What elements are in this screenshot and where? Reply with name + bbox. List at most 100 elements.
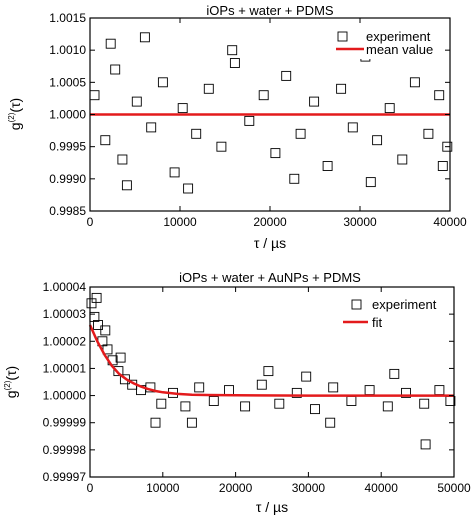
panel-top-title: iOPs + water + PDMS	[206, 3, 333, 18]
y-tick-label: 0.9995	[49, 140, 86, 154]
data-point-2-39	[150, 417, 161, 428]
data-point-1-20	[322, 161, 333, 171]
data-point-1-40	[437, 161, 448, 171]
panel-top-legend-box	[320, 25, 444, 59]
data-point-1-11	[203, 83, 214, 94]
data-point-1-24	[372, 135, 383, 146]
data-point-1-31	[105, 38, 116, 49]
x-tick-label: 10000	[146, 481, 180, 495]
panel-top-x-axis-label: τ / µs	[254, 235, 286, 251]
y-tick-label: 0.9990	[49, 172, 86, 186]
data-point-1-10	[191, 128, 202, 139]
data-point-1-9	[177, 103, 188, 114]
data-point-1-3	[110, 64, 121, 75]
y-tick-label: 1.00003	[43, 307, 87, 321]
legend-label-experiment-2: experiment	[372, 297, 437, 312]
data-point-2-35	[325, 417, 336, 428]
data-point-2-37	[420, 439, 431, 450]
data-point-2-25	[364, 385, 375, 396]
data-point-1-28	[423, 128, 434, 139]
data-point-2-33	[186, 417, 197, 428]
panel-bottom-y-axis-label: g(2)(τ)	[3, 366, 19, 398]
data-point-2-19	[256, 379, 267, 390]
panel-bottom-legend: experiment fit	[340, 294, 448, 330]
legend-label-experiment: experiment	[366, 29, 431, 44]
panel-bottom-y-axis-label-sup: (2)	[3, 380, 12, 390]
data-point-1-34	[183, 183, 194, 194]
panel-top-y-axis-label-main: g	[7, 122, 23, 130]
y-tick-label: 1.00004	[43, 280, 87, 294]
panel-bottom-y-axis-label-main: g	[3, 390, 19, 398]
x-tick-label: 50000	[437, 481, 471, 495]
data-point-1-6	[146, 122, 157, 133]
y-tick-label: 1.0010	[49, 43, 86, 57]
data-point-1-25	[384, 103, 395, 114]
panel-bottom-x-axis-label: τ / µs	[256, 499, 288, 515]
panel-top-legend: experiment mean value	[320, 25, 444, 59]
series-line-fit	[88, 324, 454, 397]
y-tick-label: 1.00001	[43, 361, 87, 375]
data-point-1-38	[365, 177, 376, 188]
data-point-2-29	[434, 385, 445, 396]
data-point-2-32	[100, 325, 111, 336]
data-point-1-19	[309, 96, 320, 107]
data-point-1-17	[281, 70, 292, 81]
panel-bottom-frame	[89, 286, 455, 478]
data-point-1-8	[169, 167, 180, 178]
data-point-2-20	[274, 398, 285, 409]
x-tick-label: 40000	[365, 481, 399, 495]
panel-bottom: iOPs + water + AuNPs + PDMS 0 10000 20000 3…	[3, 270, 471, 515]
data-point-1-32	[121, 180, 132, 191]
panel-bottom-title: iOPs + water + AuNPs + PDMS	[179, 270, 361, 285]
data-point-1-36	[289, 173, 300, 184]
data-point-1-5	[131, 96, 142, 107]
data-point-2-21	[291, 387, 302, 398]
x-tick-label: 10000	[163, 215, 197, 229]
y-tick-label: 1.0005	[49, 75, 86, 89]
data-point-1-29	[434, 90, 445, 101]
panel-bottom-ticks: 0 10000 20000 30000 40000 50000 0.99997 0.99998…	[43, 280, 471, 495]
data-point-2-28	[419, 398, 430, 409]
data-point-2-23	[328, 382, 339, 393]
data-point-1-4	[117, 154, 128, 165]
data-point-1-2	[100, 135, 111, 146]
panel-bottom-y-axis-label-tail: (τ)	[3, 366, 19, 381]
legend-label-mean-value: mean value	[366, 42, 433, 57]
data-point-1-30	[442, 141, 453, 152]
y-tick-label: 0.9985	[49, 204, 86, 218]
panel-bottom-marks	[86, 292, 456, 450]
data-point-2-31	[91, 292, 102, 303]
data-point-2-7	[113, 366, 124, 377]
data-point-2-27	[401, 387, 411, 398]
y-tick-label: 1.0015	[49, 11, 86, 25]
x-tick-label: 0	[87, 481, 94, 495]
x-tick-label: 30000	[343, 215, 377, 229]
y-tick-label: 0.99997	[43, 470, 87, 484]
legend-marker-experiment	[337, 31, 348, 42]
legend-label-fit: fit	[372, 315, 383, 330]
y-tick-label: 1.0000	[49, 108, 86, 122]
data-point-1-14	[244, 115, 255, 126]
panel-top-y-axis-label: g(2)(τ)	[7, 98, 23, 130]
data-point-1-1	[89, 90, 100, 101]
y-tick-label: 1.00000	[43, 389, 87, 403]
data-point-2-38	[115, 352, 126, 363]
data-point-2-40	[301, 371, 312, 382]
panel-top-marks	[89, 32, 453, 194]
data-point-1-13	[229, 58, 240, 68]
data-point-2-22	[310, 404, 320, 415]
data-point-2-17	[224, 385, 234, 396]
data-point-1-27	[409, 77, 420, 88]
data-point-2-8	[119, 374, 130, 385]
data-point-2-15	[194, 382, 205, 393]
x-tick-label: 40000	[433, 215, 467, 229]
data-point-2-16	[208, 396, 219, 406]
data-point-1-12	[216, 141, 227, 152]
data-point-1-33	[139, 32, 150, 43]
panel-top-y-axis-label-sup: (2)	[7, 112, 16, 122]
data-point-2-24	[346, 396, 357, 406]
data-point-1-26	[397, 154, 408, 165]
data-point-1-16	[270, 148, 281, 159]
y-tick-label: 0.99998	[43, 443, 87, 457]
